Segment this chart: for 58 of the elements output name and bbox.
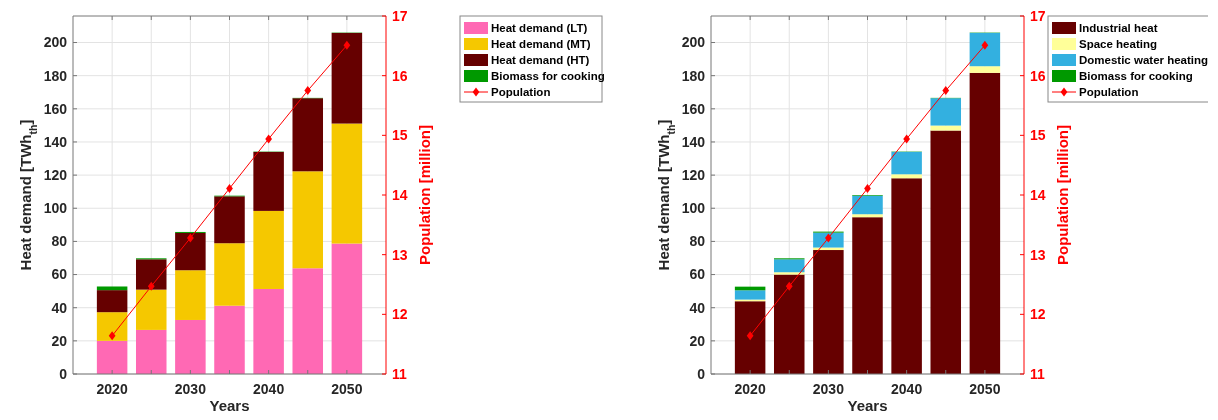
legend-label: Heat demand (LT) (491, 22, 588, 35)
legend-label: Biomass for cooking (1079, 70, 1193, 83)
y2-tick-label: 14 (1030, 186, 1046, 203)
y2-tick-label: 16 (1030, 67, 1046, 84)
y-tick-label: 0 (59, 365, 68, 382)
y-tick-label: 120 (681, 167, 706, 184)
x-tick-label: 2040 (253, 381, 285, 397)
x-tick-label: 2020 (734, 381, 766, 397)
x-axis-title: Years (209, 397, 250, 414)
y-tick-label: 20 (689, 332, 706, 349)
y2-tick-label: 14 (392, 186, 408, 203)
y2-tick-label: 12 (1030, 306, 1046, 323)
y2-tick-label: 15 (392, 127, 408, 144)
y-tick-label: 200 (681, 34, 706, 51)
x-tick-label: 2050 (969, 381, 1001, 397)
y2-tick-label: 11 (1030, 365, 1046, 382)
legend-label: Industrial heat (1079, 22, 1158, 35)
y2-axis-title: Population [million] (1054, 125, 1071, 265)
y-tick-label: 60 (51, 266, 68, 283)
y-tick-label: 140 (43, 133, 68, 150)
legend-label: Population (1079, 86, 1139, 99)
x-tick-label: 2040 (891, 381, 923, 397)
y2-tick-label: 12 (392, 306, 408, 323)
y-tick-label: 160 (681, 100, 706, 117)
y-tick-label: 200 (43, 34, 68, 51)
y-tick-label: 80 (689, 233, 706, 250)
x-tick-label: 2030 (812, 381, 845, 397)
y2-tick-label: 13 (1030, 246, 1046, 263)
y-tick-label: 160 (43, 100, 68, 117)
y-tick-label: 40 (689, 299, 706, 316)
legend-label: Population (491, 86, 551, 99)
y-tick-label: 180 (43, 67, 68, 84)
y-tick-label: 0 (697, 365, 706, 382)
legend-label: Biomass for cooking (491, 70, 605, 83)
y-tick-label: 180 (681, 67, 706, 84)
y2-tick-label: 16 (392, 67, 408, 84)
x-tick-label: 2030 (174, 381, 207, 397)
y2-tick-label: 11 (392, 365, 408, 382)
legend-label: Domestic water heating (1079, 54, 1209, 67)
y2-tick-label: 15 (1030, 127, 1046, 144)
y-tick-label: 60 (689, 266, 706, 283)
x-tick-label: 2050 (331, 381, 363, 397)
y2-tick-label: 17 (1030, 7, 1046, 24)
y-tick-label: 80 (51, 233, 68, 250)
legend-label: Heat demand (MT) (491, 38, 591, 51)
x-axis-title: Years (847, 397, 888, 414)
y2-tick-label: 13 (392, 246, 408, 263)
y-tick-label: 140 (681, 133, 706, 150)
y-tick-label: 100 (681, 200, 706, 217)
y2-axis-title: Population [million] (416, 125, 433, 265)
legend-label: Heat demand (HT) (491, 54, 590, 67)
y-tick-label: 40 (51, 299, 68, 316)
legend-label: Space heating (1079, 38, 1157, 51)
x-tick-label: 2020 (96, 381, 128, 397)
y-tick-label: 20 (51, 332, 68, 349)
y-tick-label: 100 (43, 200, 68, 217)
y2-tick-label: 17 (392, 7, 408, 24)
y-tick-label: 120 (43, 167, 68, 184)
